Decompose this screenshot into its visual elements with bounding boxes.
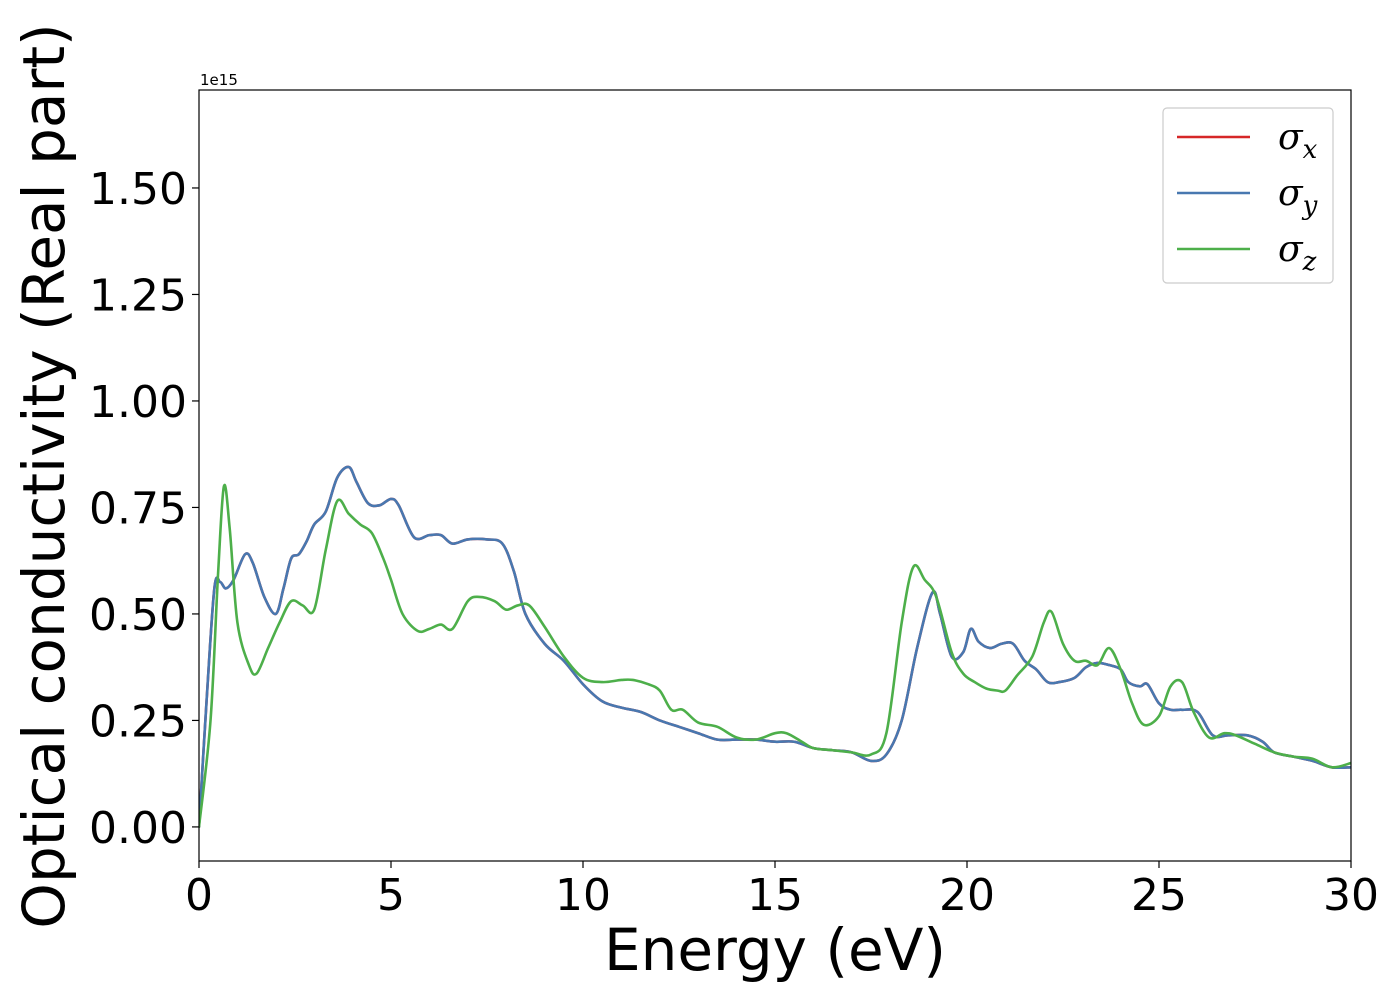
- x-tick-label: 20: [939, 870, 995, 921]
- plot-lines: [199, 465, 1351, 829]
- y-axis-offset-label: 1e15: [200, 71, 238, 89]
- y-tick-label: 0.25: [89, 696, 187, 747]
- x-axis-ticks: 0 5 10 15 20 25 30: [185, 861, 1379, 921]
- x-tick-label: 25: [1131, 870, 1187, 921]
- x-tick-label: 10: [555, 870, 611, 921]
- x-tick-label: 5: [377, 870, 405, 921]
- x-tick-label: 15: [747, 870, 803, 921]
- series-line-x: [199, 465, 1351, 829]
- y-tick-label: 1.00: [89, 377, 187, 428]
- y-tick-label: 1.50: [89, 164, 187, 215]
- x-axis-label: Energy (eV): [604, 916, 946, 984]
- y-tick-label: 0.50: [89, 590, 187, 641]
- y-axis-label: Optical conductivity (Real part): [10, 23, 78, 928]
- series-line-z: [199, 483, 1351, 829]
- y-tick-label: 0.00: [89, 803, 187, 854]
- series-line-y: [199, 465, 1351, 829]
- y-axis-ticks: 0.00 0.25 0.50 0.75 1.00 1.25 1.50: [89, 164, 199, 854]
- y-tick-label: 1.25: [89, 270, 187, 321]
- y-tick-label: 0.75: [89, 483, 187, 534]
- x-tick-label: 30: [1323, 870, 1379, 921]
- legend-box: [1162, 107, 1334, 284]
- x-tick-label: 0: [185, 870, 213, 921]
